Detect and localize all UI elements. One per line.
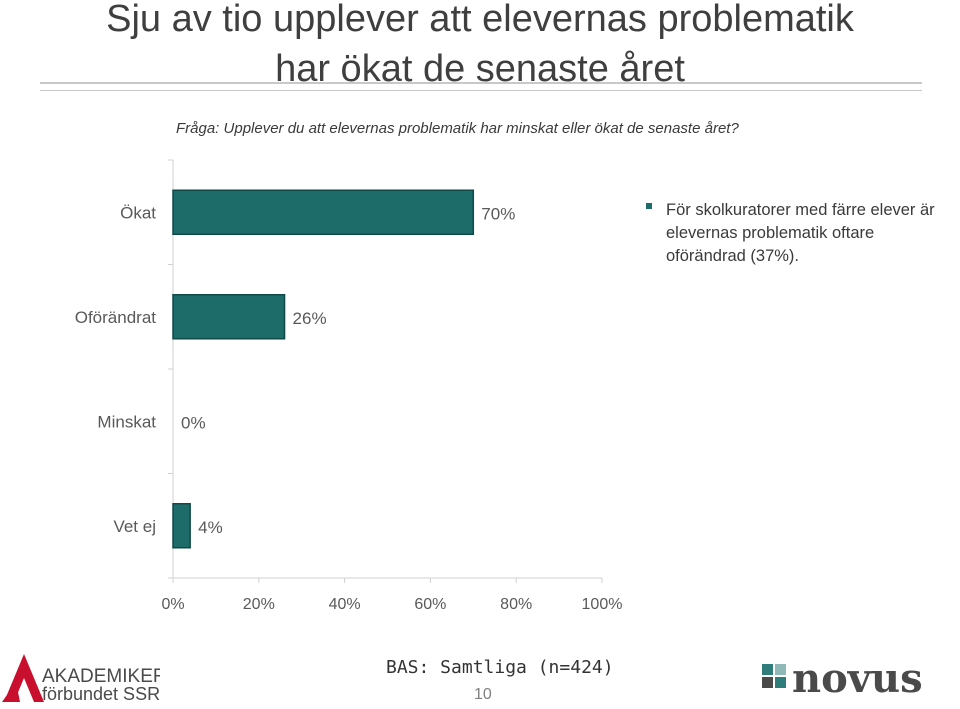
bullet-square-icon (646, 203, 652, 209)
akademiker-ssr-logo: AKADEMIKER förbundet SSR (0, 652, 167, 704)
category-label: Oförändrat (75, 308, 157, 327)
x-tick-label: 60% (414, 596, 446, 613)
data-label: 26% (293, 309, 327, 328)
insight-note: För skolkuratorer med färre elever är el… (646, 199, 946, 268)
survey-question: Fråga: Upplever du att elevernas problem… (176, 120, 739, 137)
category-label: Minskat (97, 412, 156, 431)
x-tick-label: 80% (500, 596, 532, 613)
page-title: Sju av tio upplever att elevernas proble… (106, 0, 854, 40)
bar (172, 294, 286, 340)
x-tick-label: 0% (161, 596, 184, 613)
page-number: 10 (474, 686, 492, 703)
data-label: 0% (181, 413, 206, 432)
insight-note-text: För skolkuratorer med färre elever är el… (666, 201, 935, 265)
logo-left-line2: förbundet SSR (42, 684, 160, 704)
bar (172, 503, 191, 549)
data-label: 4% (198, 518, 223, 537)
category-label: Vet ej (113, 517, 156, 536)
title-rule (40, 82, 922, 84)
logo-right-text: novus (792, 660, 923, 696)
bar (172, 189, 475, 235)
base-label: BAS: Samtliga (n=424) (386, 657, 614, 678)
category-label: Ökat (120, 203, 156, 222)
x-tick-label: 100% (582, 596, 623, 613)
novus-logo: novus (762, 655, 960, 702)
title-rule-secondary (40, 90, 922, 91)
x-tick-label: 40% (329, 596, 361, 613)
data-label: 70% (481, 204, 515, 223)
logo-left-line1: AKADEMIKER (42, 666, 160, 687)
x-tick-label: 20% (243, 596, 275, 613)
